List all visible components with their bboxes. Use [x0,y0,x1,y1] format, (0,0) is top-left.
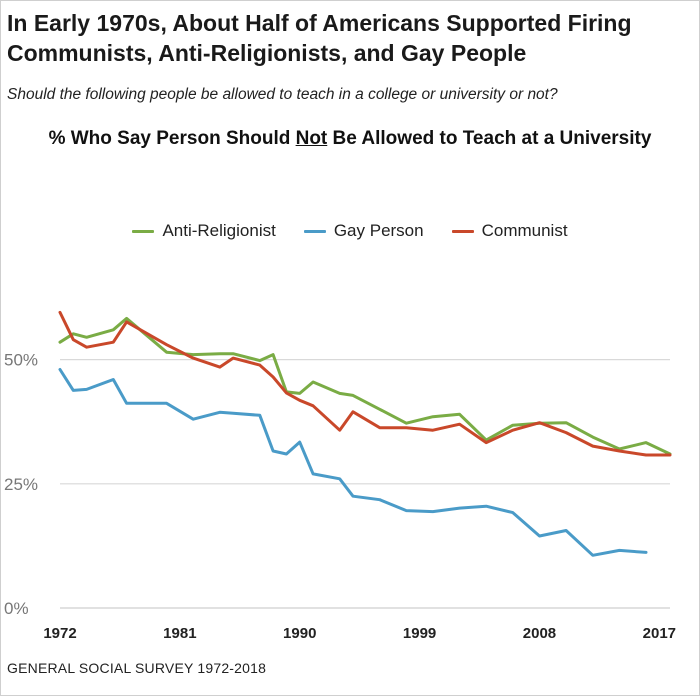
chart-heading-emphasis: Not [295,128,328,149]
legend-label-anti-religionist: Anti-Religionist [162,221,276,240]
y-tick-label: 0% [4,599,29,618]
chart-subtitle: Should the following people be allowed t… [7,86,558,103]
x-tick-label: 2017 [643,625,676,642]
x-tick-label: 1990 [283,625,316,642]
title-line-1: In Early 1970s, About Half of Americans … [7,10,632,36]
source-note: GENERAL SOCIAL SURVEY 1972-2018 [7,660,267,676]
legend-label-communist: Communist [481,221,568,240]
legend-item-anti-religionist: Anti-Religionist [132,221,276,241]
x-tick-label: 1981 [163,625,196,642]
x-tick-label: 2008 [523,625,556,642]
chart-title: In Early 1970s, About Half of Americans … [7,8,687,68]
chart-heading: % Who Say Person Should Not Be Allowed t… [0,128,700,150]
title-line-2: Communists, Anti-Religionists, and Gay P… [7,40,527,66]
x-tick-label: 1972 [43,625,76,642]
chart-heading-prefix: % Who Say Person Should [48,128,296,149]
legend-swatch-communist [451,229,474,233]
legend-label-gay-person: Gay Person [333,221,424,240]
legend-swatch-anti-religionist [132,229,155,233]
y-tick-label: 25% [4,475,38,494]
series-line-anti-religionist [58,316,672,456]
y-tick-label: 50% [4,351,38,370]
legend-swatch-gay-person [303,229,326,233]
chart-heading-suffix: Be Allowed to Teach at a University [327,128,652,149]
x-tick-label: 1999 [403,625,436,642]
legend-item-gay-person: Gay Person [303,221,424,241]
series-line-gay-person [58,368,648,557]
legend-item-communist: Communist [451,221,568,241]
legend: Anti-Religionist Gay Person Communist [0,221,700,241]
series-line-communist [58,310,672,457]
